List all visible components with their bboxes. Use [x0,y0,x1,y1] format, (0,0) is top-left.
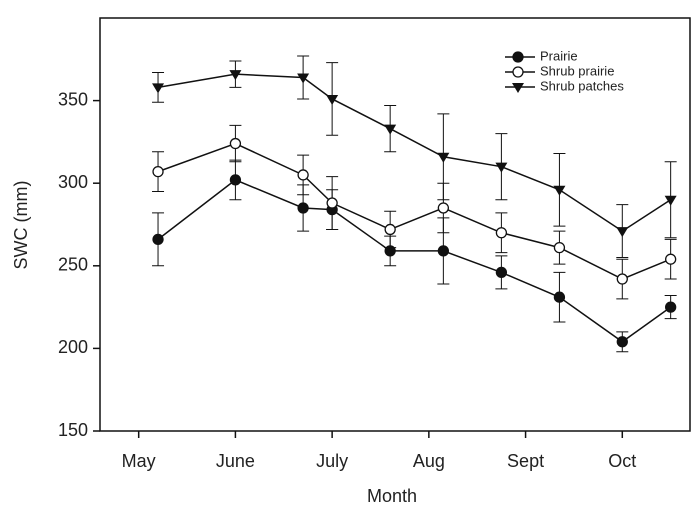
marker [665,301,677,313]
marker [512,83,524,93]
marker [229,174,242,186]
marker [326,94,339,105]
marker [665,253,677,265]
marker [616,227,629,238]
x-axis-label: Month [367,486,417,506]
marker [437,202,450,214]
marker [437,245,450,257]
legend-label: Shrub patches [540,78,624,93]
marker [553,291,566,303]
y-tick-label: 150 [58,420,88,440]
x-tick-label: June [216,451,255,471]
marker [297,169,309,181]
y-axis-label: SWC (mm) [11,181,31,270]
marker [384,124,397,135]
y-tick-label: 200 [58,337,88,357]
x-tick-label: May [122,451,156,471]
marker [553,185,566,196]
marker [297,73,310,84]
marker [512,66,524,78]
marker [616,273,628,285]
marker [553,241,566,254]
series-line [157,142,671,280]
marker [616,336,628,348]
marker [664,195,677,206]
plot-frame [99,17,691,432]
legend-label: Shrub prairie [540,63,614,78]
marker [326,197,338,209]
x-tick-label: Oct [608,451,636,471]
y-tick-label: 250 [58,255,88,275]
marker [229,70,242,81]
y-tick-label: 300 [58,172,88,192]
marker [297,202,309,214]
x-tick-label: July [316,451,348,471]
marker [152,165,164,178]
series-line [157,73,672,233]
marker [152,83,165,94]
x-tick-label: Sept [507,451,544,471]
y-tick-label: 350 [58,89,88,109]
marker [384,223,396,236]
legend-label: Prairie [540,48,578,63]
series-line [157,179,672,343]
marker [437,152,450,163]
x-tick-label: Aug [413,451,445,471]
marker [495,227,508,239]
marker [229,137,242,150]
marker [152,233,164,246]
marker [512,51,524,63]
marker [495,266,508,279]
marker [495,162,508,173]
